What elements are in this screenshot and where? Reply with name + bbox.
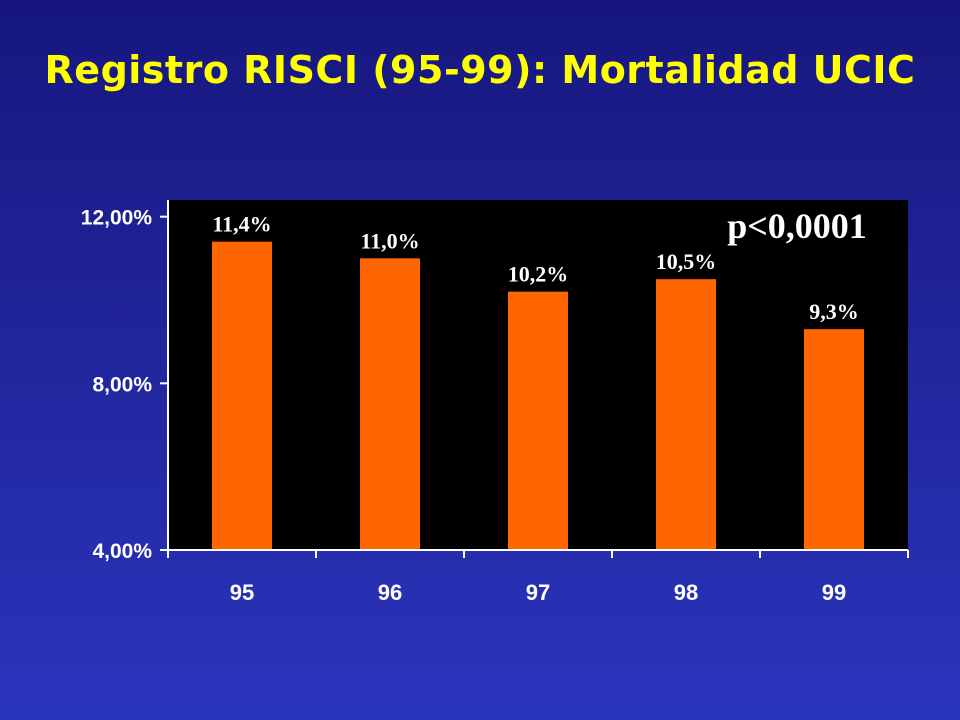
p-value-annotation: p<0,0001 bbox=[727, 206, 867, 246]
y-tick-label: 12,00% bbox=[81, 207, 153, 230]
bar-96 bbox=[360, 258, 420, 550]
y-tick-label: 4,00% bbox=[92, 540, 152, 563]
x-tick-label-99: 99 bbox=[822, 580, 846, 605]
data-label-97: 10,2% bbox=[508, 262, 569, 287]
bar-95 bbox=[212, 241, 272, 550]
x-tick-label-97: 97 bbox=[526, 580, 550, 605]
data-label-99: 9,3% bbox=[809, 299, 859, 324]
x-tick-label-96: 96 bbox=[378, 580, 402, 605]
data-label-95: 11,4% bbox=[212, 212, 271, 237]
bar-98 bbox=[656, 279, 716, 550]
bar-99 bbox=[804, 329, 864, 550]
slide-title: Registro RISCI (95-99): Mortalidad UCIC bbox=[44, 48, 916, 92]
x-tick-label-95: 95 bbox=[230, 580, 254, 605]
bar-97 bbox=[508, 291, 568, 550]
data-label-98: 10,5% bbox=[656, 249, 717, 274]
x-tick-label-98: 98 bbox=[674, 580, 698, 605]
data-label-96: 11,0% bbox=[360, 228, 419, 253]
y-tick-label: 8,00% bbox=[92, 373, 152, 396]
